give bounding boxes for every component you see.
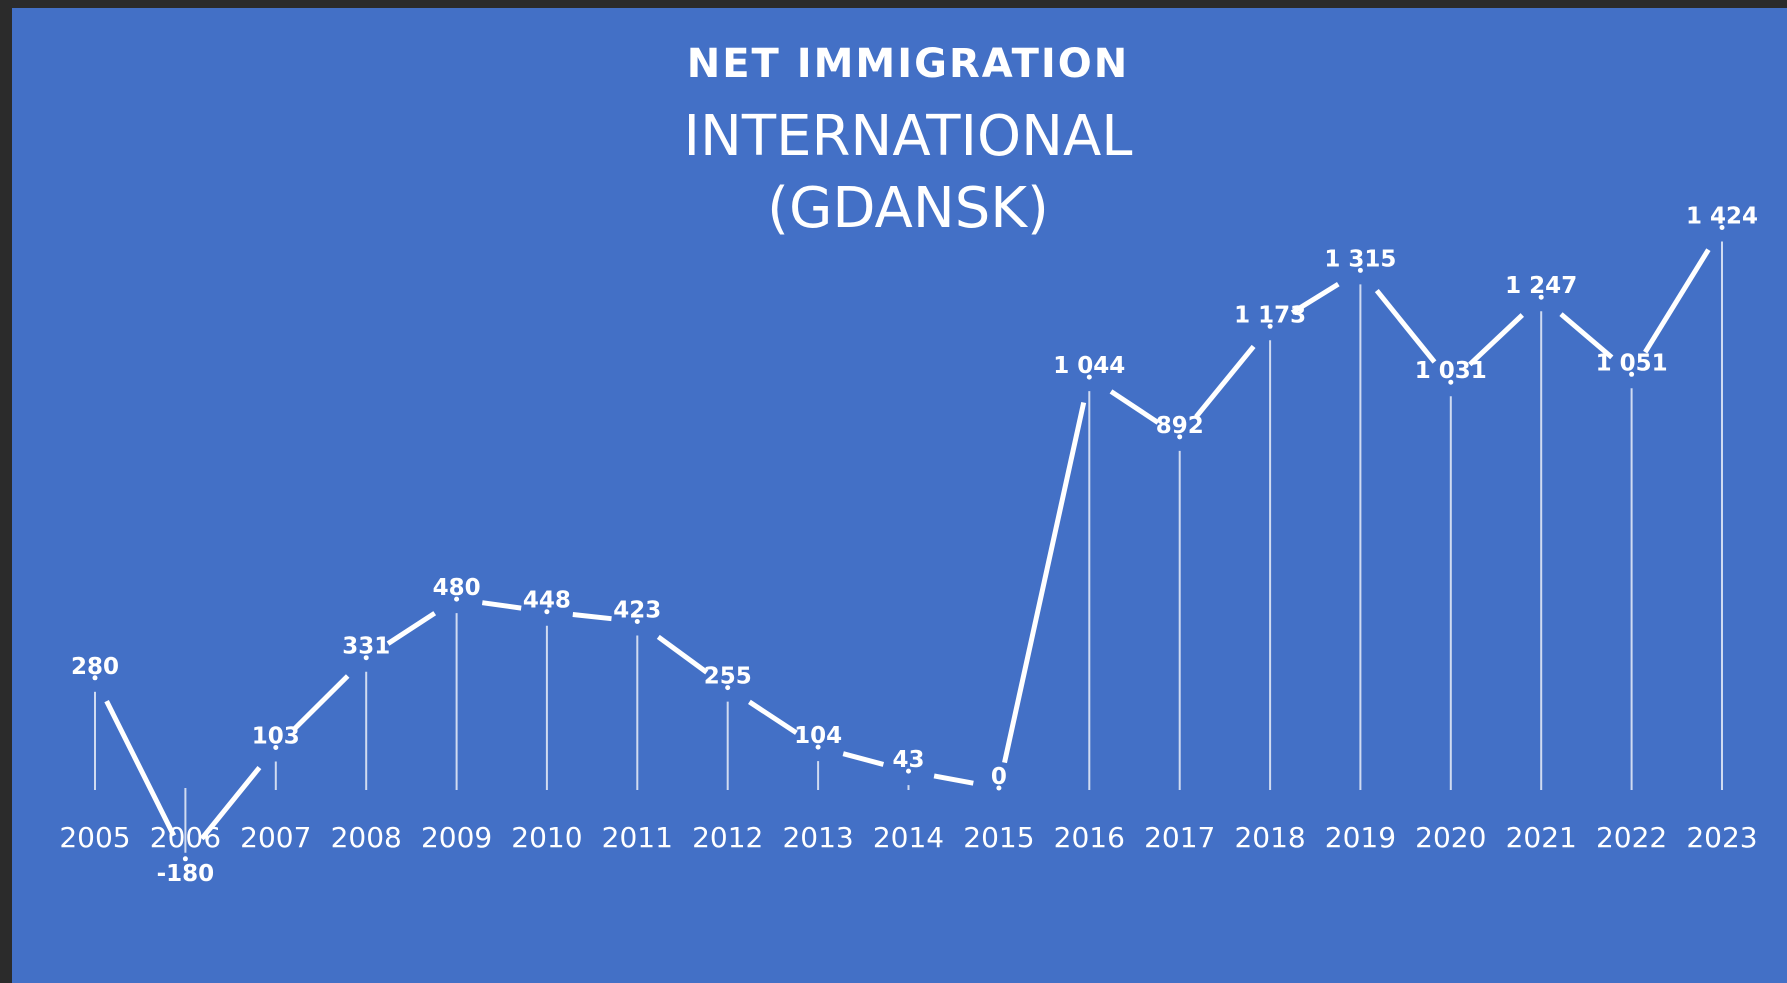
data-point-2005 [92,675,98,681]
data-point-2021 [1538,294,1544,300]
data-point-2020 [1448,379,1454,385]
data-point-2014 [906,768,911,774]
data-point-2009 [454,596,460,602]
line-segment-2013-2014 [842,751,885,767]
line-segment-2019-2020 [1374,289,1437,364]
x-axis-labels: 2005 2006 2007 2008 2009 2010 2011 2012 2013 2014… [59,821,1757,854]
line-segment-2012-2013 [748,699,798,735]
data-labels: 280 -180 103 331 480 448 423 255 104 43 0 1 044 892 1… [71,204,1758,887]
line-segment-2022-2023 [1643,248,1711,354]
data-label-2007: 103 [252,724,300,750]
data-label-2022: 1 051 [1596,350,1668,376]
data-point-2023 [1719,225,1725,230]
data-point-2018 [1267,323,1273,329]
data-point-2016 [1086,374,1092,380]
x-tick-label-2020: 2020 [1415,821,1486,854]
x-tick-label-2005: 2005 [59,821,130,854]
data-label-2023: 1 424 [1686,204,1758,230]
data-label-2009: 480 [433,575,481,601]
chart-title: NET IMMIGRATION [687,41,1130,87]
data-point-2007 [273,745,279,750]
chart-subtitle: INTERNATIONAL [684,104,1133,169]
line-segment-2018-2019 [1290,281,1340,315]
data-label-2018: 1 173 [1234,302,1306,328]
x-tick-label-2015: 2015 [963,821,1034,854]
line-segment-2008-2009 [386,611,437,646]
line-segment-2021-2022 [1559,312,1614,360]
chart-background [12,8,1787,983]
data-label-2012: 255 [704,664,752,690]
chart-subtitle-location: (GDANSK) [767,176,1049,241]
data-point-2010 [544,609,550,615]
x-tick-label-2017: 2017 [1144,821,1215,854]
data-point-2013 [815,744,821,750]
x-tick-label-2008: 2008 [331,821,402,854]
data-point-2012 [725,685,731,691]
x-tick-label-2007: 2007 [240,821,311,854]
leader-lines [94,241,1723,853]
x-tick-label-2019: 2019 [1325,821,1396,854]
data-label-2008: 331 [342,634,390,660]
data-label-2016: 1 044 [1053,353,1125,379]
data-label-2006: -180 [157,861,215,887]
data-label-2005: 280 [71,654,119,680]
x-tick-label-2010: 2010 [511,821,582,854]
line-segment-2020-2021 [1468,313,1525,367]
line-segment-2017-2018 [1194,344,1256,419]
x-tick-label-2014: 2014 [873,821,944,854]
x-tick-label-2012: 2012 [692,821,763,854]
data-point-2022 [1629,371,1635,377]
line-segment-2009-2010 [481,600,522,611]
line-segment-2014-2015 [933,773,974,786]
data-point-2019 [1357,267,1363,273]
data-label-2010: 448 [523,588,571,614]
x-tick-label-2009: 2009 [421,821,492,854]
data-label-2014: 43 [892,747,924,773]
line-segment-2005-2006 [104,699,177,837]
data-point-2011 [634,619,640,624]
x-tick-label-2021: 2021 [1506,821,1577,854]
x-tick-label-2016: 2016 [1054,821,1125,854]
x-tick-label-2011: 2011 [602,821,673,854]
data-label-2017: 892 [1156,413,1204,439]
data-label-2015: 0 [991,764,1007,790]
x-tick-label-2022: 2022 [1596,821,1667,854]
data-label-2013: 104 [794,723,842,749]
line-segment-2006-2007 [199,766,262,841]
line-segment-2007-2008 [292,674,350,731]
x-tick-label-2018: 2018 [1234,821,1305,854]
data-point-2008 [363,655,369,661]
data-label-2019: 1 315 [1324,246,1396,272]
line-segment-2015-2016 [1002,401,1087,764]
data-point-2015 [996,785,1002,791]
data-label-2020: 1 031 [1415,358,1487,384]
data-point-2017 [1177,434,1183,440]
data-point-2006 [182,856,188,862]
line-segment-2010-2011 [572,612,612,622]
x-tick-label-2006: 2006 [150,821,221,854]
data-label-2021: 1 247 [1505,273,1577,299]
data-label-2011: 423 [613,598,661,624]
line-segment-2011-2012 [656,634,709,675]
x-tick-label-2023: 2023 [1686,821,1757,854]
line-segment-2016-2017 [1109,389,1160,425]
x-tick-label-2013: 2013 [782,821,853,854]
series-line [92,225,1725,862]
